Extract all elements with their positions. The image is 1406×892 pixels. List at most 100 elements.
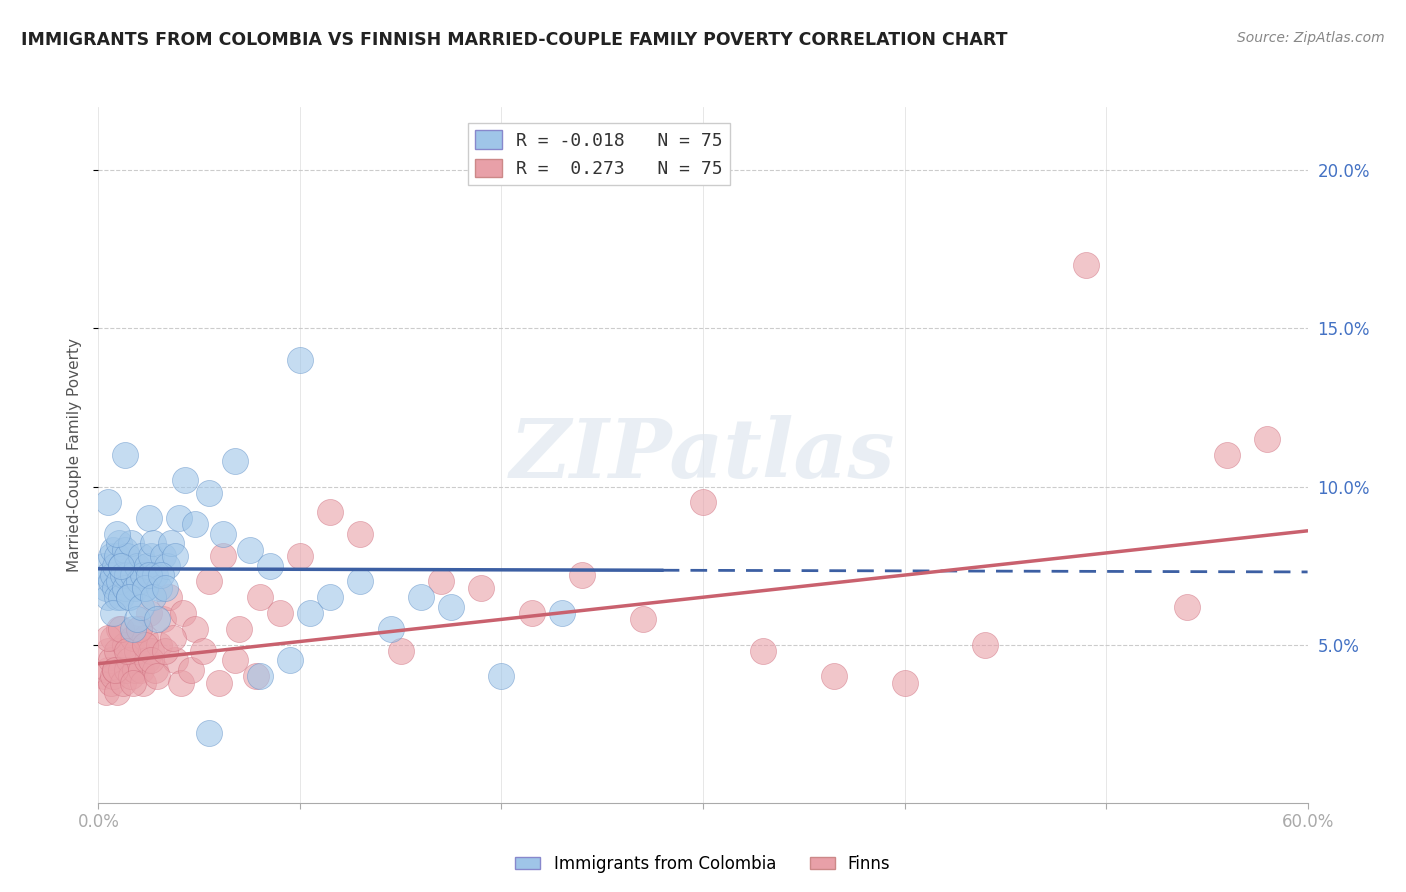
- Point: [180, 663, 202, 677]
- Point: [118, 591, 141, 605]
- Point: [142, 591, 165, 605]
- Point: [198, 486, 221, 500]
- Text: Source: ZipAtlas.com: Source: ZipAtlas.com: [1237, 31, 1385, 45]
- Point: [110, 591, 132, 605]
- Point: [101, 632, 124, 646]
- Point: [96, 581, 118, 595]
- Point: [118, 653, 141, 667]
- Point: [143, 568, 166, 582]
- Point: [97, 568, 120, 582]
- Point: [1216, 448, 1239, 462]
- Point: [100, 549, 122, 563]
- Point: [97, 644, 120, 658]
- Point: [430, 574, 453, 589]
- Point: [93, 669, 115, 683]
- Point: [100, 675, 122, 690]
- Point: [105, 549, 128, 563]
- Point: [288, 549, 311, 563]
- Point: [208, 675, 231, 690]
- Point: [134, 581, 156, 595]
- Point: [105, 685, 128, 699]
- Point: [118, 591, 141, 605]
- Point: [184, 622, 207, 636]
- Point: [249, 591, 271, 605]
- Point: [1256, 432, 1278, 446]
- Point: [111, 675, 134, 690]
- Point: [198, 726, 221, 740]
- Text: ZIPatlas: ZIPatlas: [510, 415, 896, 495]
- Point: [114, 638, 136, 652]
- Point: [174, 473, 197, 487]
- Point: [139, 644, 162, 658]
- Y-axis label: Married-Couple Family Poverty: Married-Couple Family Poverty: [67, 338, 83, 572]
- Point: [157, 591, 180, 605]
- Point: [239, 542, 262, 557]
- Point: [110, 558, 132, 573]
- Point: [149, 568, 172, 582]
- Point: [93, 558, 115, 573]
- Point: [143, 663, 166, 677]
- Point: [134, 638, 156, 652]
- Point: [105, 527, 128, 541]
- Point: [380, 622, 402, 636]
- Point: [128, 574, 150, 589]
- Point: [148, 638, 170, 652]
- Point: [212, 549, 235, 563]
- Point: [520, 606, 543, 620]
- Point: [101, 669, 124, 683]
- Point: [100, 653, 122, 667]
- Point: [120, 536, 142, 550]
- Point: [491, 669, 513, 683]
- Point: [139, 653, 162, 667]
- Point: [129, 663, 152, 677]
- Point: [752, 644, 775, 658]
- Point: [105, 591, 128, 605]
- Text: IMMIGRANTS FROM COLOMBIA VS FINNISH MARRIED-COUPLE FAMILY POVERTY CORRELATION CH: IMMIGRANTS FROM COLOMBIA VS FINNISH MARR…: [21, 31, 1008, 49]
- Point: [170, 675, 193, 690]
- Point: [97, 663, 120, 677]
- Point: [121, 675, 143, 690]
- Point: [163, 653, 186, 667]
- Point: [132, 568, 155, 582]
- Point: [139, 549, 162, 563]
- Point: [138, 568, 160, 582]
- Point: [107, 536, 129, 550]
- Point: [125, 612, 148, 626]
- Point: [134, 581, 156, 595]
- Point: [224, 454, 246, 468]
- Point: [172, 606, 194, 620]
- Point: [134, 632, 156, 646]
- Point: [110, 622, 132, 636]
- Point: [115, 549, 138, 563]
- Point: [1074, 258, 1097, 272]
- Point: [1175, 599, 1198, 614]
- Point: [125, 644, 148, 658]
- Point: [259, 558, 281, 573]
- Point: [152, 612, 174, 626]
- Point: [319, 505, 342, 519]
- Point: [148, 581, 170, 595]
- Point: [160, 536, 183, 550]
- Point: [184, 517, 207, 532]
- Point: [128, 622, 150, 636]
- Point: [105, 644, 128, 658]
- Point: [110, 663, 132, 677]
- Point: [156, 558, 179, 573]
- Point: [193, 644, 215, 658]
- Point: [114, 542, 136, 557]
- Point: [96, 685, 118, 699]
- Point: [129, 549, 152, 563]
- Point: [551, 606, 574, 620]
- Point: [101, 568, 124, 582]
- Point: [103, 663, 125, 677]
- Point: [823, 669, 845, 683]
- Point: [120, 669, 142, 683]
- Point: [153, 644, 176, 658]
- Point: [97, 632, 120, 646]
- Point: [146, 612, 169, 626]
- Point: [349, 574, 371, 589]
- Point: [124, 581, 146, 595]
- Point: [125, 558, 148, 573]
- Point: [101, 542, 124, 557]
- Point: [107, 622, 129, 636]
